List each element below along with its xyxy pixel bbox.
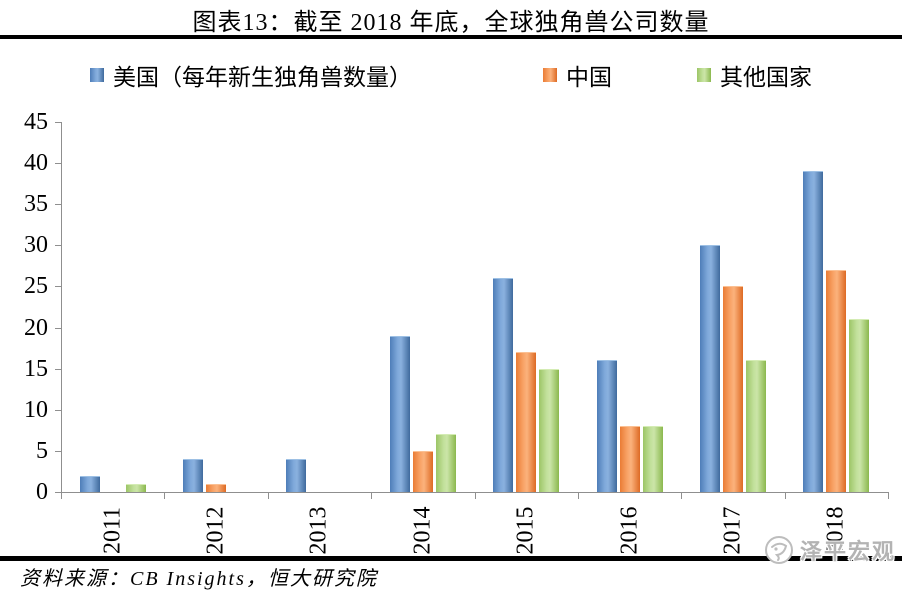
bar-other-2014 [435, 434, 456, 492]
bar-china-2016 [619, 426, 640, 492]
y-tick-label-0: 0 [36, 479, 48, 505]
bar-group-2018 [785, 122, 888, 492]
bar-china-2017 [722, 286, 743, 492]
bar-us-2012 [183, 459, 204, 492]
x-tick-2 [267, 492, 269, 499]
x-tick-4 [474, 492, 476, 499]
chart-title: 图表13：截至 2018 年底，全球独角兽公司数量 [192, 10, 710, 36]
y-tick-label-20: 20 [24, 314, 48, 341]
bar-us-2013 [286, 459, 307, 492]
y-tick-20 [55, 327, 61, 329]
bar-other-2015 [539, 368, 560, 492]
legend-item-other: 其他国家 [697, 58, 812, 92]
x-axis-label-2014: 2014 [409, 506, 436, 555]
bar-us-2011 [79, 475, 100, 492]
y-tick-35 [55, 204, 61, 206]
y-tick-label-15: 15 [24, 355, 48, 382]
legend-label-other: 其他国家 [720, 65, 812, 90]
bar-other-2011 [125, 483, 146, 492]
y-tick-label-45: 45 [24, 109, 48, 135]
x-axis-label-2013: 2013 [305, 506, 332, 555]
legend-swatch-other-icon [697, 68, 711, 82]
bar-china-2018 [826, 270, 847, 492]
bar-other-2017 [745, 360, 766, 492]
bar-china-2014 [412, 450, 433, 492]
bar-group-2016 [578, 122, 681, 492]
y-tick-5 [55, 450, 61, 452]
legend-item-china: 中国 [543, 58, 612, 92]
y-tick-label-40: 40 [24, 150, 48, 177]
legend-item-us: 美国（每年新生独角兽数量） [90, 58, 412, 92]
bar-group-2017 [681, 122, 784, 492]
bar-group-2011 [61, 122, 164, 492]
y-tick-15 [55, 368, 61, 370]
watermark-label: 泽平宏观 [799, 539, 896, 564]
y-tick-label-10: 10 [24, 396, 48, 423]
x-axis-label-2015: 2015 [512, 506, 539, 555]
x-tick-0 [61, 492, 62, 499]
x-axis-label-2012: 2012 [202, 506, 229, 555]
watermark: 泽平宏观 [763, 534, 896, 566]
x-axis-label-2017: 2017 [719, 506, 746, 555]
bar-china-2012 [206, 483, 227, 492]
legend-swatch-us-icon [90, 68, 104, 82]
x-axis-label-2011: 2011 [99, 506, 126, 555]
x-tick-3 [371, 492, 373, 499]
y-axis-line [61, 122, 62, 492]
x-tick-6 [681, 492, 683, 499]
bar-group-2013 [268, 122, 371, 492]
bar-other-2018 [849, 319, 870, 492]
bar-group-2014 [371, 122, 474, 492]
bar-us-2018 [803, 171, 824, 492]
bar-us-2016 [596, 360, 617, 492]
y-tick-label-5: 5 [36, 437, 48, 464]
legend: 美国（每年新生独角兽数量） 中国 其他国家 [0, 58, 902, 92]
bar-group-2015 [475, 122, 578, 492]
y-tick-40 [55, 163, 61, 165]
legend-swatch-china-icon [543, 68, 557, 82]
top-divider-rule [0, 35, 902, 39]
source-note: 资料来源：CB Insights，恒大研究院 [20, 568, 378, 590]
bar-us-2014 [389, 335, 410, 492]
bar-china-2015 [516, 352, 537, 492]
x-tick-7 [784, 492, 786, 499]
y-tick-25 [55, 286, 61, 288]
bar-other-2016 [642, 426, 663, 492]
bar-us-2015 [493, 278, 514, 492]
x-tick-5 [577, 492, 579, 499]
y-tick-label-30: 30 [24, 232, 48, 259]
y-tick-label-25: 25 [24, 273, 48, 300]
y-tick-0 [55, 492, 61, 493]
y-tick-10 [55, 409, 61, 411]
y-tick-label-35: 35 [24, 191, 48, 218]
zeping-macro-logo-icon [764, 536, 793, 564]
bottom-divider-rule [0, 556, 902, 561]
y-tick-45 [55, 122, 61, 123]
x-tick-1 [164, 492, 166, 499]
x-axis-label-2016: 2016 [616, 506, 643, 555]
x-tick-8 [888, 492, 889, 499]
legend-label-us: 美国（每年新生独角兽数量） [113, 65, 412, 90]
legend-label-china: 中国 [566, 65, 612, 90]
y-tick-30 [55, 245, 61, 247]
bar-group-2012 [164, 122, 267, 492]
bar-us-2017 [699, 245, 720, 492]
